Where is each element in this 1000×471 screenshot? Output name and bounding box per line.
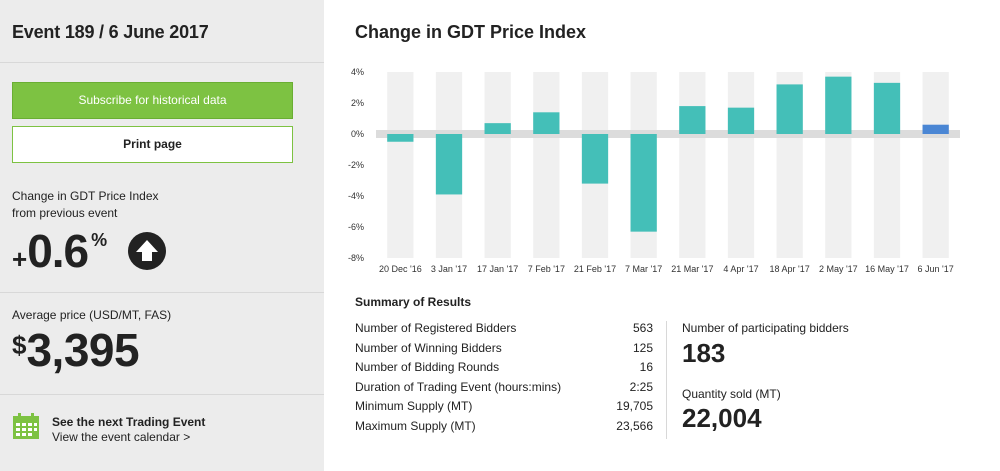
divider [0,62,324,63]
x-tick-label: 2 May '17 [819,264,858,274]
x-tick-label: 17 Jan '17 [477,264,518,274]
x-tick-label: 6 Jun '17 [918,264,954,274]
summary-value: 23,566 [616,418,653,433]
column-background [727,72,755,258]
print-button[interactable]: Print page [12,126,293,163]
summary-label: Maximum Supply (MT) [355,418,476,433]
divider [0,394,324,395]
currency-sign: $ [12,330,27,360]
event-calendar-link[interactable]: View the event calendar > [52,430,191,444]
y-tick-label: 2% [351,98,364,108]
bar [679,106,706,134]
average-price-number: 3,395 [26,324,140,376]
x-tick-label: 21 Feb '17 [574,264,616,274]
zero-band [376,130,960,138]
quantity-sold-value: 22,004 [682,403,762,433]
bar [727,107,755,134]
quantity-sold-label: Quantity sold (MT) [682,387,781,401]
x-tick-label: 4 Apr '17 [723,264,758,274]
bar [825,76,852,134]
y-tick-label: -6% [348,222,364,232]
bar [776,84,803,134]
x-tick-label: 7 Feb '17 [528,264,565,274]
subscribe-button[interactable]: Subscribe for historical data [12,82,293,119]
divider [666,321,667,439]
column-background [679,72,706,258]
x-tick-label: 18 Apr '17 [770,264,810,274]
summary-value: 125 [632,340,653,355]
summary-row: Duration of Trading Event (hours:mins) 2:… [355,380,653,400]
summary-value: 16 [639,360,653,375]
participating-bidders-value: 183 [682,338,726,368]
change-number: 0.6 [27,225,89,277]
price-index-chart: 4% 2% 0% -2% -4% -6% -8% 20 Dec '16 3 Jan '17 17 … [348,67,960,274]
calendar-icon[interactable] [12,412,40,440]
bar [533,112,560,134]
x-tick-label: 21 Mar '17 [671,264,713,274]
summary-label: Number of Registered Bidders [355,321,517,335]
summary-value: 19,705 [616,399,653,414]
summary-row: Number of Registered Bidders 563 [355,321,653,341]
y-tick-label: -4% [348,191,364,201]
bar [581,134,609,184]
column-background [922,72,949,258]
summary-value: 563 [632,321,653,335]
change-label-line1: Change in GDT Price Index [12,189,159,203]
y-tick-label: -8% [348,253,364,263]
summary-label: Minimum Supply (MT) [355,399,473,414]
summary-row: Minimum Supply (MT) 19,705 [355,399,653,419]
x-tick-label: 20 Dec '16 [379,264,422,274]
summary-value: 2:25 [629,379,653,394]
bar [435,134,463,195]
summary-label: Number of Bidding Rounds [355,360,500,375]
change-value: + 0.6 % [12,228,107,274]
change-label-line2: from previous event [12,206,118,220]
y-tick-label: -2% [348,160,364,170]
average-price-label: Average price (USD/MT, FAS) [12,308,172,322]
change-sign: + [12,244,28,274]
sidebar: Event 189 / 6 June 2017 Subscribe for hi… [0,0,324,471]
column-background [533,72,560,258]
x-tick-label: 3 Jan '17 [431,264,467,274]
column-background [387,72,414,258]
bar [873,82,901,134]
change-unit: % [91,230,108,250]
summary-row: Number of Winning Bidders 125 [355,341,653,361]
bar [387,134,414,142]
summary-label: Number of Winning Bidders [355,340,502,355]
column-background [484,72,511,258]
bar [922,124,949,134]
y-tick-label: 0% [351,129,364,139]
next-event-title: See the next Trading Event [52,415,206,429]
summary-table: Number of Registered Bidders 563 Number o… [355,321,653,439]
arrow-up-circle-icon [128,232,166,270]
summary-row: Number of Bidding Rounds 16 [355,360,653,380]
summary-title: Summary of Results [355,295,472,309]
summary-row: Maximum Supply (MT) 23,566 [355,419,653,439]
y-tick-label: 4% [351,67,364,77]
chart-title: Change in GDT Price Index [355,22,587,42]
bar [630,134,657,232]
x-tick-label: 16 May '17 [865,264,909,274]
change-label: Change in GDT Price Index from previous … [12,188,232,222]
average-price-value: $ 3,395 [12,324,140,376]
participating-bidders-label: Number of participating bidders [682,321,849,335]
bar [484,123,511,134]
summary-label: Duration of Trading Event (hours:mins) [355,379,562,394]
event-title: Event 189 / 6 June 2017 [12,22,209,42]
divider [0,292,324,293]
x-tick-label: 7 Mar '17 [625,264,662,274]
